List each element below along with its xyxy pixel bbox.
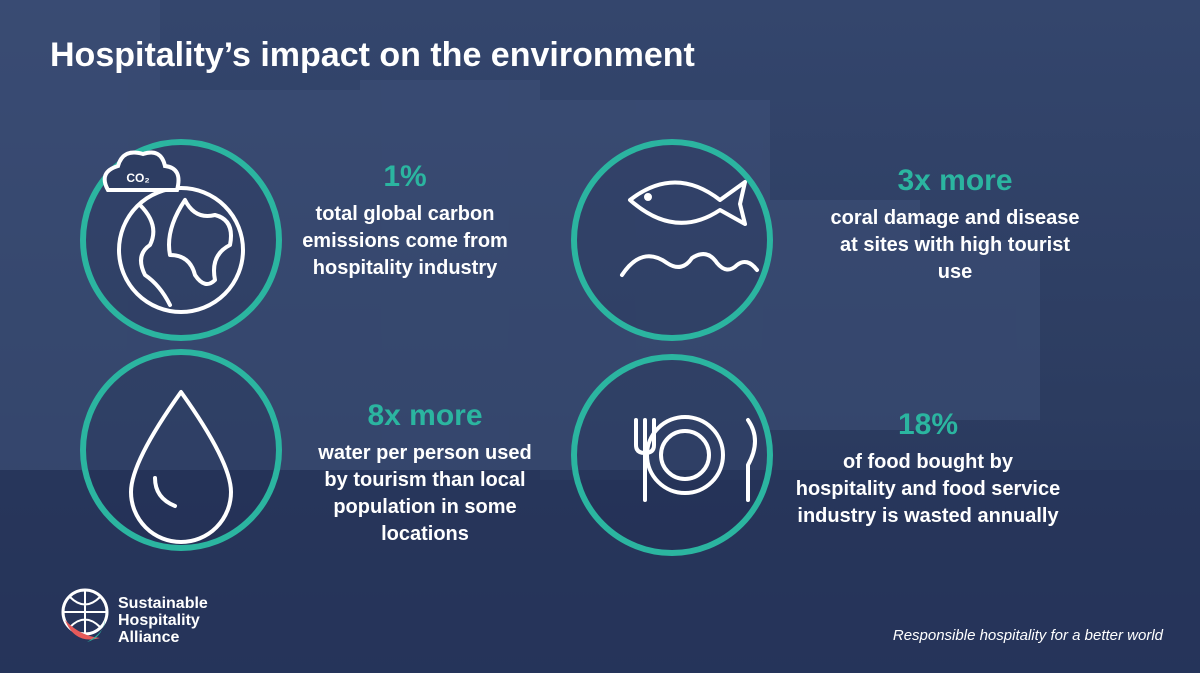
tagline: Responsible hospitality for a better wor… xyxy=(893,627,1164,644)
stat-description: hospitality and food service xyxy=(796,478,1061,500)
stat-description: emissions come from xyxy=(302,230,508,252)
stat-description: use xyxy=(938,261,972,283)
logo-line: Hospitality xyxy=(118,612,200,629)
cloud-icon xyxy=(102,150,181,192)
water xyxy=(0,470,1200,673)
stat-description: industry is wasted annually xyxy=(797,505,1059,527)
stat-value: 18% xyxy=(898,408,958,441)
stat-description: total global carbon xyxy=(316,203,495,225)
stat-description: at sites with high tourist xyxy=(840,234,1070,256)
plate-icon xyxy=(634,415,757,502)
water-drop-icon xyxy=(129,390,233,544)
stat-description: population in some xyxy=(333,496,516,518)
background-buildings xyxy=(0,0,1040,480)
title: Hospitality’s impact on the environment xyxy=(50,36,695,74)
stat-description: locations xyxy=(381,523,469,545)
stat-value: 1% xyxy=(383,160,426,193)
stat-description: water per person used xyxy=(317,442,531,464)
stat-description: coral damage and disease xyxy=(830,207,1079,229)
stat-value: 8x more xyxy=(367,399,482,432)
stat-value: 3x more xyxy=(897,164,1012,197)
icon-circle xyxy=(571,354,773,556)
icon-circle xyxy=(80,349,282,551)
stat-description: by tourism than local xyxy=(324,469,525,491)
icon-circle xyxy=(571,139,773,341)
logo-line: Sustainable xyxy=(118,595,208,612)
logo-line: Alliance xyxy=(118,629,179,646)
co2-label: CO₂ xyxy=(126,171,149,185)
stat-description: hospitality industry xyxy=(313,257,498,279)
stat-description: of food bought by xyxy=(843,451,1014,473)
fish-icon xyxy=(620,180,759,277)
logo xyxy=(61,588,109,642)
stats: 1% total global carbon emissions come from… xyxy=(302,160,1079,545)
earth-icon xyxy=(117,186,245,314)
